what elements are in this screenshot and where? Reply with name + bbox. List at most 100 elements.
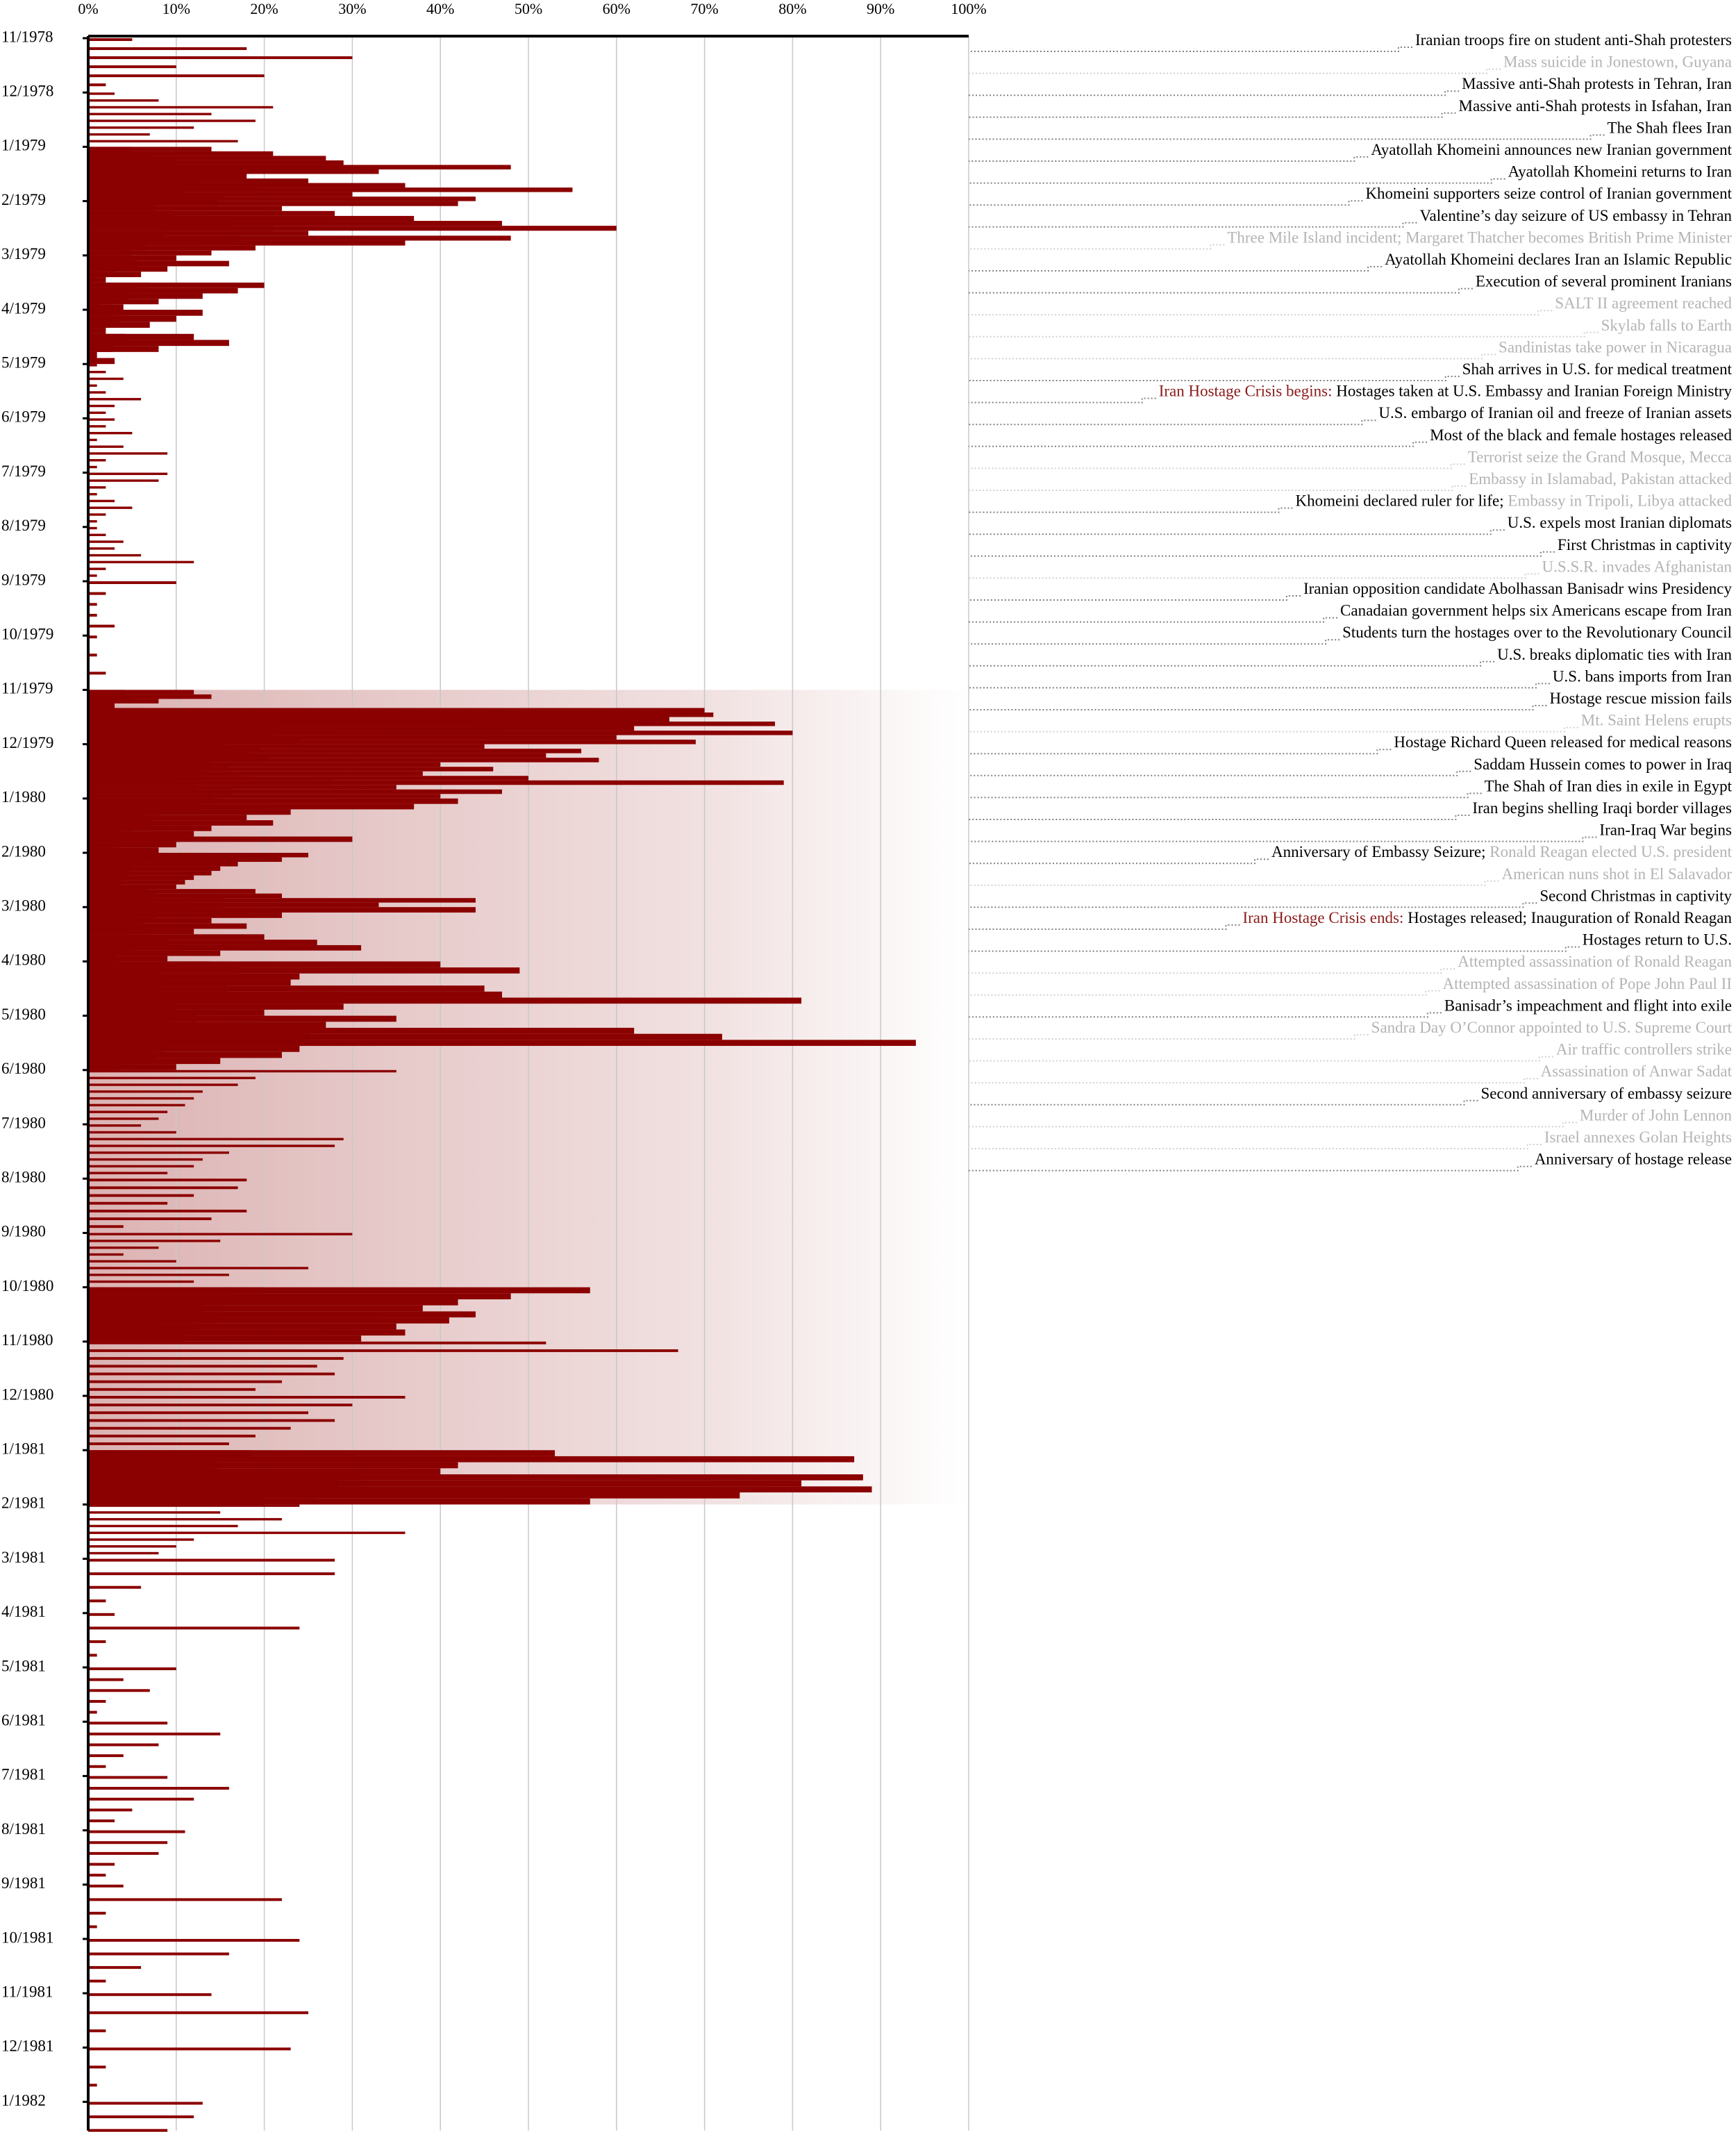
month-label: 2/1979 [1, 191, 46, 208]
bar [88, 603, 97, 606]
event-label: Banisadr’s impeachment and flight into e… [1444, 997, 1732, 1015]
bar [88, 1450, 556, 1456]
bar [88, 147, 212, 151]
bar-core [88, 785, 197, 790]
bar [88, 1654, 97, 1657]
leader-line [969, 463, 1465, 469]
bar-core [88, 699, 113, 703]
event-label: The Shah flees Iran [1608, 119, 1733, 137]
event-label: Hostages return to U.S. [1583, 931, 1732, 949]
event-text: Shah arrives in U.S. for medical treatme… [1462, 360, 1733, 378]
bar-core [88, 798, 218, 804]
axes [83, 35, 969, 2131]
bar [88, 1874, 106, 1877]
event-text: Anniversary of Embassy Seizure; [1271, 843, 1486, 860]
bar [88, 1131, 176, 1134]
bar [88, 847, 159, 853]
bar [88, 624, 115, 628]
event-label: Attempted assassination of Ronald Reagan [1458, 953, 1732, 970]
bar [88, 404, 115, 408]
bar [88, 1841, 168, 1844]
bar [88, 1710, 97, 1714]
bar [88, 1572, 335, 1576]
bar [88, 119, 256, 122]
bar [88, 240, 406, 246]
bar-core [88, 789, 233, 794]
bar [88, 1009, 265, 1016]
event-label: U.S. embargo of Iranian oil and freeze o… [1378, 404, 1732, 422]
bar [88, 126, 194, 129]
leader-line [969, 792, 1482, 799]
bar [88, 2065, 106, 2069]
bar [88, 384, 97, 387]
event-label: Sandra Day O’Connor appointed to U.S. Su… [1371, 1019, 1733, 1036]
bar [88, 1058, 221, 1065]
month-label: 2/1980 [1, 842, 46, 860]
leader-line [969, 749, 1392, 755]
bar-core [88, 1299, 218, 1306]
bar [88, 547, 115, 550]
leader-line [969, 990, 1440, 996]
bar-core [88, 767, 231, 772]
bar [88, 178, 308, 183]
month-label: 3/1981 [1, 1549, 46, 1566]
bar-core [88, 880, 122, 885]
bar [88, 92, 115, 95]
bar [88, 961, 441, 968]
bar [88, 282, 265, 288]
bar [88, 221, 502, 226]
bar [88, 1104, 185, 1107]
bar-core [88, 1474, 360, 1481]
bar [88, 418, 115, 421]
event-text: First Christmas in captivity [1558, 536, 1733, 553]
event-text: Mass suicide in Jonestown, Guyana [1503, 53, 1732, 71]
leader-line [969, 660, 1495, 667]
bar [88, 272, 142, 278]
bar-core [88, 1335, 184, 1342]
leader-line [969, 705, 1547, 710]
leader-line [969, 47, 1412, 52]
bar [88, 735, 617, 740]
month-label: 3/1979 [1, 245, 46, 263]
bar [88, 672, 106, 675]
bar-core [88, 923, 144, 929]
bar-core [88, 1064, 119, 1070]
bar [88, 744, 485, 749]
bar [88, 1419, 335, 1422]
event-text: Skylab falls to Earth [1601, 317, 1733, 334]
bar-core [88, 178, 165, 183]
bar [88, 1365, 317, 1368]
bar-core [88, 1287, 264, 1294]
bar-core [88, 735, 274, 740]
bar [88, 913, 282, 918]
bar [88, 1462, 458, 1469]
bar [88, 340, 229, 347]
x-tick-label: 0% [78, 0, 98, 17]
x-tick-label: 60% [603, 0, 631, 17]
bar-core [88, 712, 308, 717]
event-label: U.S.S.R. invades Afghanistan [1542, 558, 1733, 576]
bar [88, 197, 476, 201]
bar [88, 1144, 335, 1147]
event-text: Assassination of Anwar Sadat [1541, 1063, 1733, 1080]
event-text: Anniversary of hostage release [1535, 1151, 1732, 1168]
bar-core [88, 1480, 338, 1487]
bar-core [88, 277, 94, 283]
bar [88, 902, 379, 908]
bar [88, 351, 97, 358]
month-label: 5/1980 [1, 1006, 46, 1023]
leader-line [969, 376, 1460, 381]
event-text: Iran-Iraq War begins [1599, 822, 1732, 839]
bar-core [88, 1293, 237, 1299]
bar [88, 1993, 212, 1997]
event-label: Iranian opposition candidate Abolhassan … [1303, 580, 1733, 597]
bar [88, 1349, 678, 1352]
leader-line [969, 288, 1473, 294]
bar-core [88, 147, 132, 151]
event-label: Israel annexes Golan Heights [1544, 1129, 1732, 1146]
leader-line [969, 683, 1550, 689]
event-label: Ayatollah Khomeini announces new Iranian… [1371, 141, 1732, 158]
bar [88, 288, 238, 294]
bar [88, 215, 415, 222]
bar-core [88, 322, 110, 328]
